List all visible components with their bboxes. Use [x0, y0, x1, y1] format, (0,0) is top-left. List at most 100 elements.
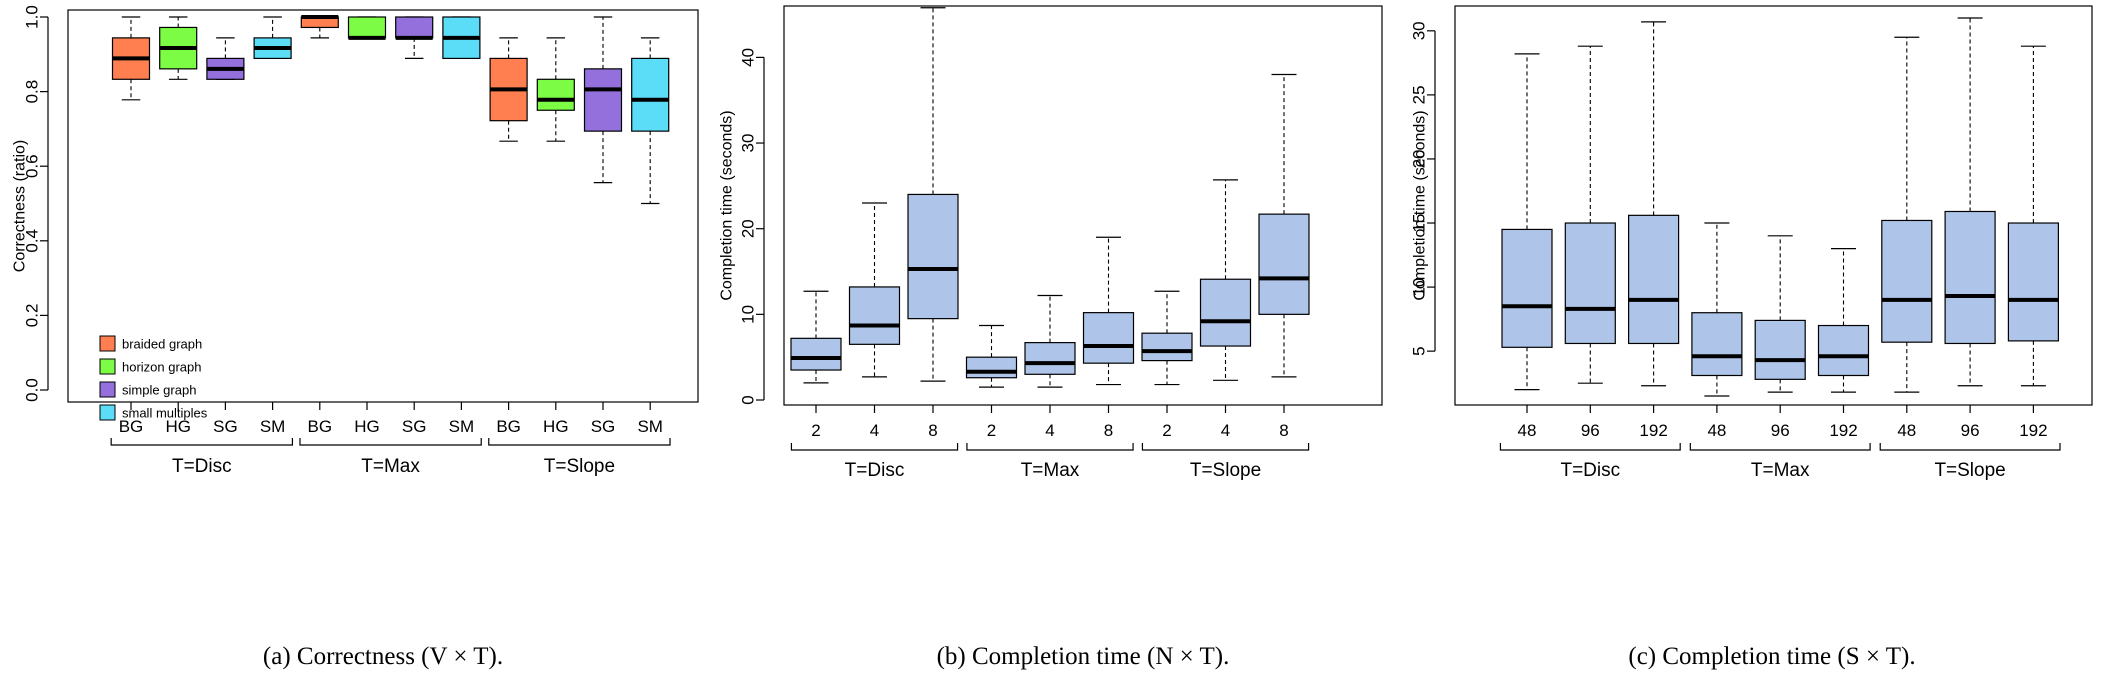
box-1: [790, 290, 842, 384]
chart-caption: (b) Completion time (N × T).: [937, 643, 1230, 670]
x-tick-label: 96: [1581, 421, 1600, 440]
box-2: [159, 16, 198, 80]
x-tick-label: HG: [354, 417, 380, 436]
legend-label: small multiples: [122, 406, 208, 421]
y-tick-label: 30: [1410, 21, 1429, 40]
x-tick-label: BG: [119, 417, 144, 436]
box-2: [1564, 45, 1616, 384]
box-rect: [536, 78, 575, 111]
x-tick-label: 4: [870, 421, 879, 440]
group-label: T=Max: [361, 456, 420, 477]
box-9: [1258, 73, 1310, 378]
box-3: [907, 7, 959, 382]
y-axis-title: Completion time (seconds): [719, 110, 736, 300]
box-rect: [1082, 312, 1135, 364]
box-8: [1199, 179, 1252, 381]
box-7: [395, 16, 434, 60]
plot-frame: [67, 9, 699, 403]
chart-caption: (a) Correctness (V × T).: [263, 643, 503, 670]
box-rect: [395, 16, 434, 39]
box-4: [965, 324, 1018, 388]
box-rect: [1258, 213, 1310, 315]
group-bracket: [110, 438, 294, 446]
plot-frame: [1454, 5, 2093, 406]
box-8: [1944, 17, 1996, 387]
x-tick-label: 4: [1221, 421, 1230, 440]
group-bracket: [1141, 443, 1310, 451]
box-6: [1082, 236, 1135, 386]
legend-swatch: [99, 358, 116, 375]
x-tick-label: 2: [987, 421, 996, 440]
y-tick-label: 40: [739, 48, 758, 67]
y-tick-label: 0: [739, 395, 758, 404]
box-8: [442, 16, 481, 60]
group-bracket: [1689, 443, 1871, 451]
group-bracket: [966, 443, 1134, 451]
legend: braided graph horizon graph simple graph sm…: [99, 335, 208, 421]
box-12: [631, 37, 670, 205]
group-label: T=Disc: [172, 456, 232, 477]
x-tick-label: BG: [496, 417, 521, 436]
group-bracket: [488, 438, 671, 446]
box-1: [111, 16, 151, 101]
legend-label: braided graph: [122, 337, 202, 352]
y-tick-label: 20: [1410, 149, 1429, 168]
box-rect: [1024, 342, 1076, 375]
group-label: T=Disc: [845, 460, 905, 481]
box-9: [2007, 45, 2060, 387]
box-rect: [1141, 332, 1193, 362]
chart-panel-1: 0.0 0.2 0.4 0.6 0.8 1.0 Correctness (ratio) BG H…: [12, 5, 699, 670]
y-tick-label: 25: [1410, 85, 1429, 104]
y-tick-label: 0.4: [23, 229, 42, 253]
box-5: [1754, 235, 1806, 393]
box-3: [206, 37, 245, 80]
x-tick-label: 2: [811, 421, 820, 440]
box-rect: [1199, 278, 1252, 347]
x-tick-label: SG: [591, 417, 616, 436]
x-tick-label: HG: [165, 417, 191, 436]
x-tick-label: 48: [1897, 421, 1916, 440]
group-label: T=Slope: [544, 456, 615, 477]
group-bracket: [1499, 443, 1681, 451]
y-tick-label: 0.0: [23, 378, 42, 402]
box-rect: [1627, 214, 1680, 345]
legend-label: horizon graph: [122, 360, 202, 375]
box-rect: [1501, 228, 1553, 348]
box-rect: [1754, 319, 1806, 380]
box-rect: [1691, 312, 1743, 377]
box-rect: [631, 57, 670, 132]
box-7: [1141, 290, 1193, 386]
x-tick-label: SG: [402, 417, 427, 436]
x-tick-label: SM: [637, 417, 663, 436]
x-tick-label: 4: [1045, 421, 1054, 440]
x-tick-label: SM: [260, 417, 286, 436]
y-axis-title: Correctness (ratio): [12, 140, 29, 272]
x-tick-label: 192: [2019, 421, 2047, 440]
chart-caption: (c) Completion time (S × T).: [1628, 643, 1915, 670]
box-rect: [583, 68, 623, 132]
x-tick-label: 2: [1162, 421, 1171, 440]
box-rect: [347, 16, 387, 39]
group-label: T=Max: [1021, 460, 1080, 481]
box-7: [1881, 36, 1933, 393]
box-rect: [965, 356, 1018, 379]
box-1: [1501, 53, 1553, 391]
group-label: T=Slope: [1190, 460, 1261, 481]
y-tick-label: 20: [739, 219, 758, 238]
x-tick-label: 8: [928, 421, 937, 440]
y-tick-label: 5: [1410, 346, 1429, 355]
x-tick-label: 96: [1771, 421, 1790, 440]
box-rect: [907, 193, 959, 320]
x-tick-label: 96: [1961, 421, 1980, 440]
box-10: [536, 37, 575, 142]
x-tick-label: 48: [1518, 421, 1537, 440]
box-5: [1024, 294, 1076, 388]
legend-swatch: [99, 404, 116, 421]
box-2: [848, 202, 901, 378]
y-tick-label: 1.0: [23, 5, 42, 29]
box-rect: [1564, 222, 1616, 345]
y-axis-title: Completion time (seconds): [1412, 110, 1429, 300]
y-tick-label: 0.2: [23, 304, 42, 328]
group-bracket: [1879, 443, 2061, 451]
